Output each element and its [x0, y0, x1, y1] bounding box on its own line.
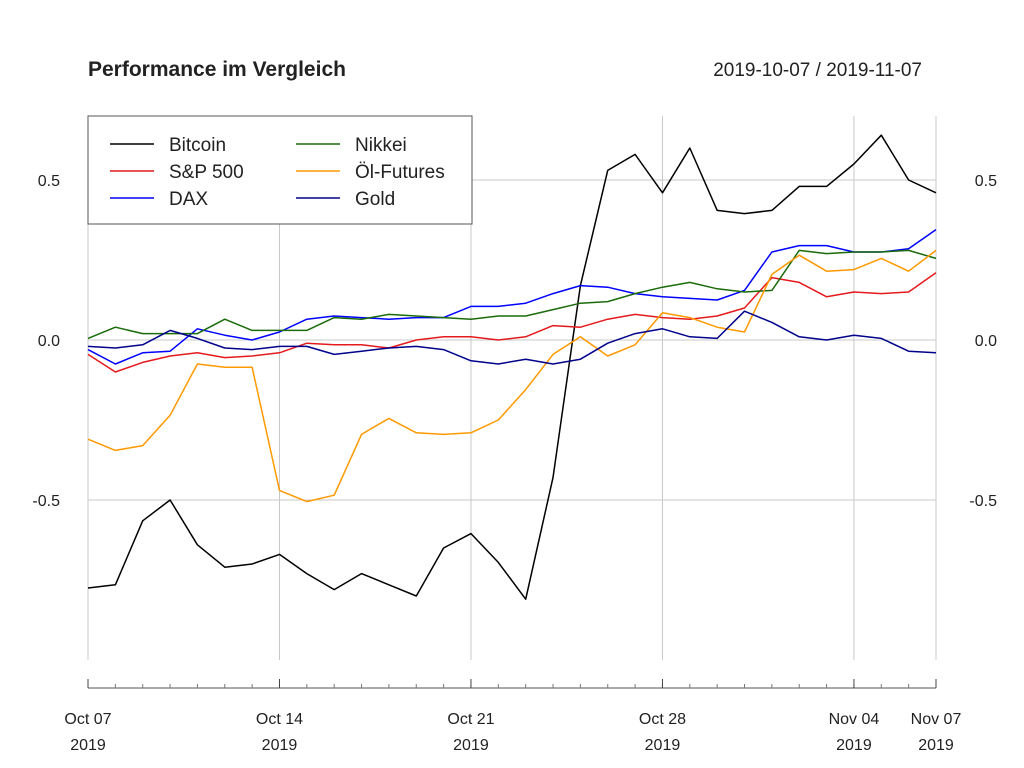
y-tick-label-right: 0.5 [975, 173, 997, 190]
axes: 0.5 0.5 0.0 0.0 -0.5 -0.5 Oct 07 2019 Oct 14 2019… [32, 173, 997, 754]
date-range-label: 2019-10-07 / 2019-11-07 [713, 60, 922, 81]
legend-label: S&P 500 [169, 162, 244, 183]
series-line-s-p-500 [87, 272, 937, 373]
y-tick-label-left: -0.5 [32, 493, 60, 510]
chart-title: Performance im Vergleich [88, 58, 346, 81]
legend-label: DAX [169, 189, 208, 210]
series-line-nikkei [87, 249, 937, 340]
x-tick-label: Nov 07 [911, 711, 962, 728]
legend-label: Nikkei [355, 135, 407, 156]
x-tick-label: Nov 04 [829, 711, 880, 728]
x-tick-year-label: 2019 [836, 737, 872, 754]
legend-label: Gold [355, 189, 395, 210]
x-tick-label: Oct 28 [639, 711, 686, 728]
x-tick-year-label: 2019 [70, 737, 106, 754]
x-tick-year-label: 2019 [453, 737, 489, 754]
legend: Bitcoin S&P 500 DAX Nikkei Öl-Futures Gold [87, 115, 473, 225]
x-tick-year-label: 2019 [262, 737, 298, 754]
legend-label: Bitcoin [169, 135, 226, 156]
x-tick-label: Oct 07 [64, 711, 111, 728]
series-line-öl-futures [87, 249, 937, 503]
series-lines [87, 134, 937, 600]
legend-box [87, 115, 473, 225]
x-tick-label: Oct 21 [447, 711, 494, 728]
y-tick-label-left: 0.5 [38, 173, 60, 190]
series-line-bitcoin [87, 134, 937, 600]
x-tick-label: Oct 14 [256, 711, 303, 728]
y-tick-label-right: 0.0 [975, 333, 997, 350]
x-tick-year-label: 2019 [645, 737, 681, 754]
legend-label: Öl-Futures [355, 162, 445, 183]
y-tick-label-left: 0.0 [38, 333, 60, 350]
y-tick-label-right: -0.5 [969, 493, 997, 510]
series-line-gold [87, 310, 937, 365]
series-line-dax [87, 228, 937, 365]
x-tick-year-label: 2019 [918, 737, 954, 754]
